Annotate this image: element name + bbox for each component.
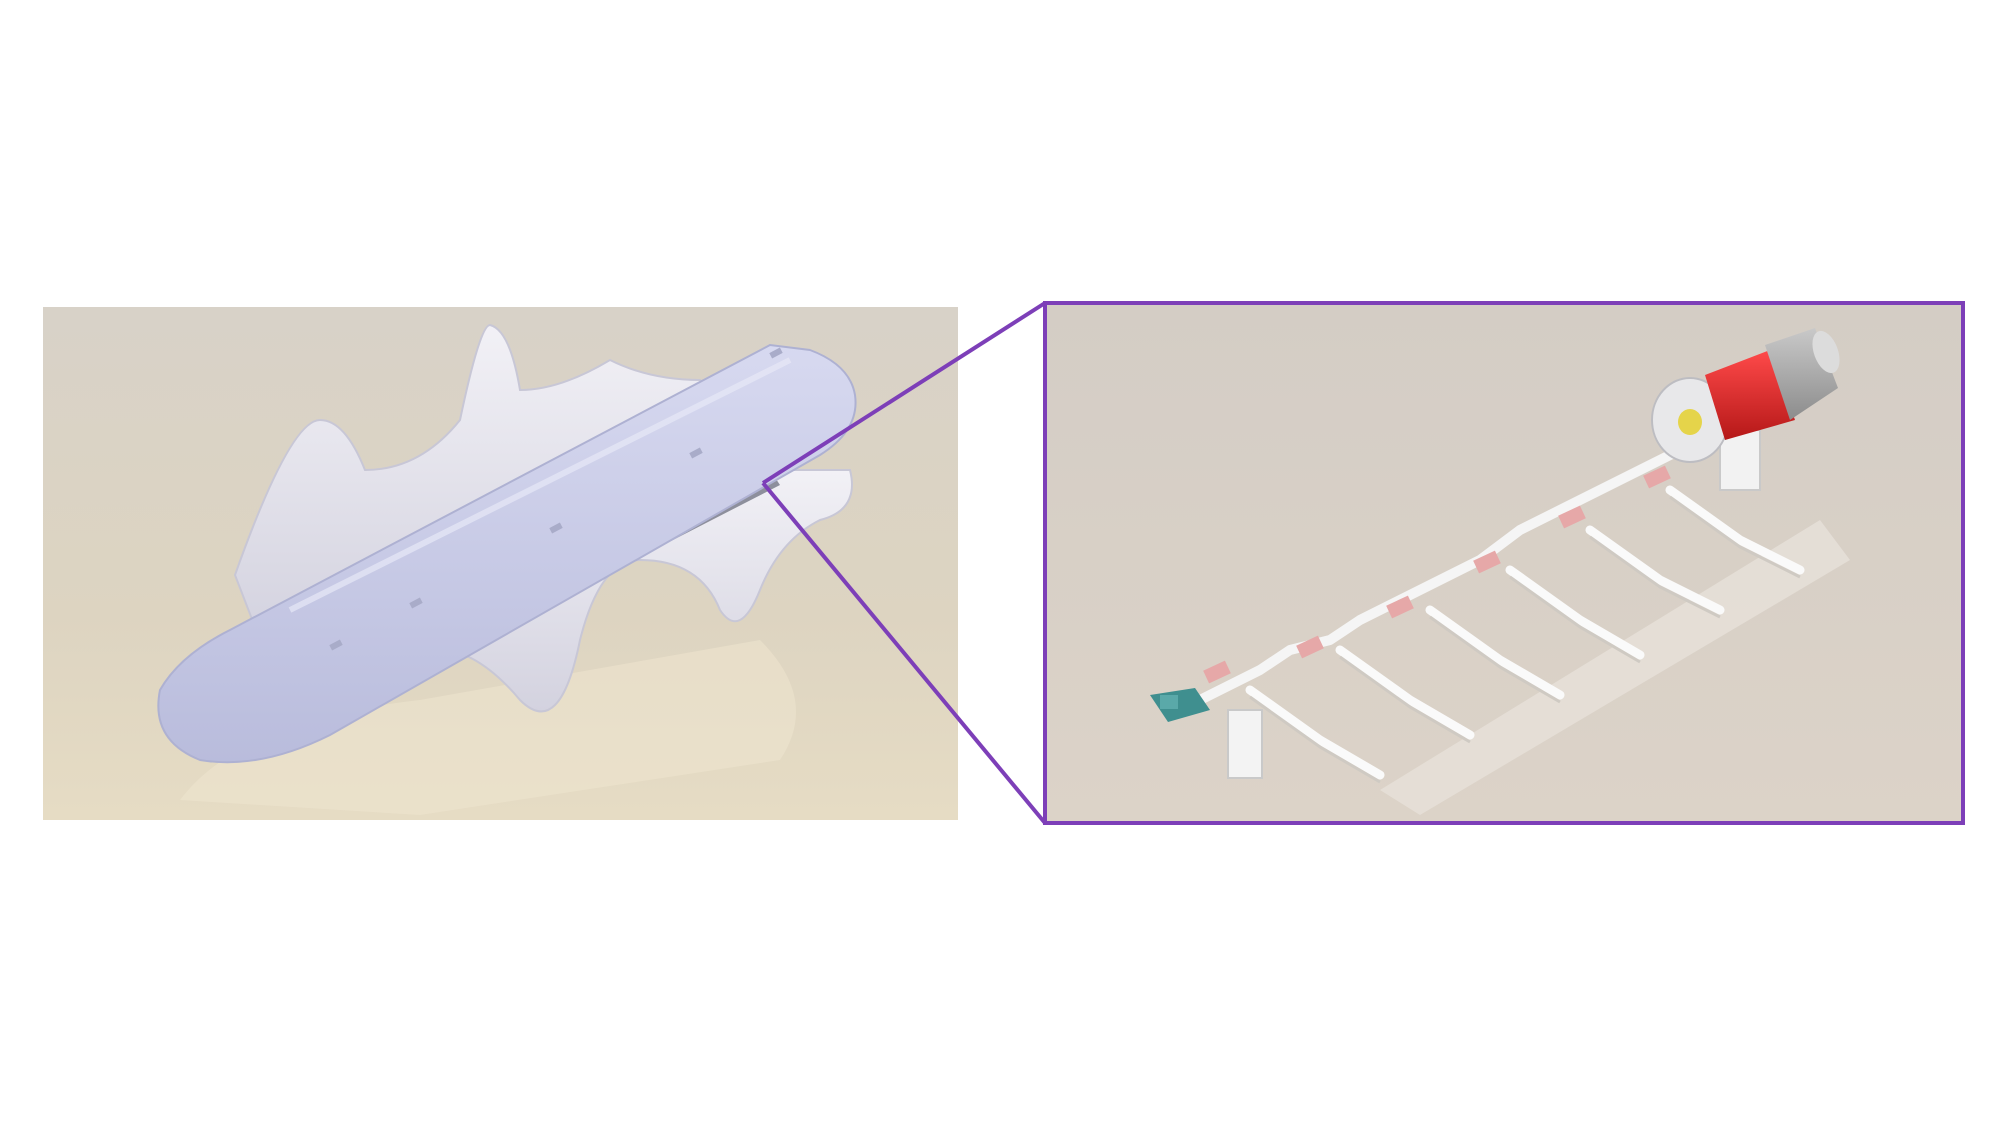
zoom-callout: [761, 301, 1047, 825]
mechanism-reflection: [1380, 520, 1850, 815]
mechanism-panel-frame: [1043, 301, 1965, 825]
fin-ray-arms: [1245, 485, 1805, 780]
end-mount: [1150, 688, 1210, 722]
robot-body: [157, 343, 857, 764]
callout-line-top: [761, 301, 1047, 485]
callout-line-bottom: [761, 481, 1047, 825]
fin-ray-shadows: [1249, 495, 1801, 784]
front-bracket: [1227, 709, 1263, 779]
motor-coupling: [1678, 409, 1702, 435]
robot-render-panel: [43, 307, 958, 820]
body-mounts: [329, 347, 783, 651]
robot-reflection: [180, 640, 796, 815]
motor-end-cap: [1812, 330, 1840, 374]
fin-front-wave: [418, 469, 853, 713]
motor-body: [1705, 350, 1795, 440]
motor-assembly: [1651, 328, 1840, 491]
crank-connectors: [1203, 465, 1671, 684]
motor-bracket: [1719, 429, 1761, 491]
robot-body-ridge: [288, 357, 792, 613]
mechanism-render-panel: [1043, 301, 1965, 825]
